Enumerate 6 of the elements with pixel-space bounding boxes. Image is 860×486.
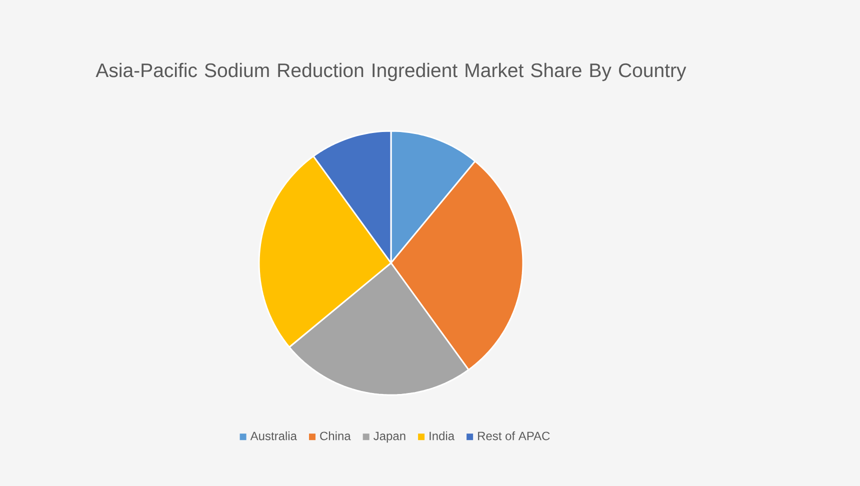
legend-label: China — [320, 431, 351, 440]
chart-title: Asia-Pacific Sodium Reduction Ingredient Market Share By Country — [96, 62, 686, 82]
legend-label: Japan — [374, 432, 406, 443]
legend-label: Australia — [250, 431, 297, 440]
legend-label: India — [430, 431, 455, 440]
legend-label: Rest of APAC — [478, 431, 550, 440]
